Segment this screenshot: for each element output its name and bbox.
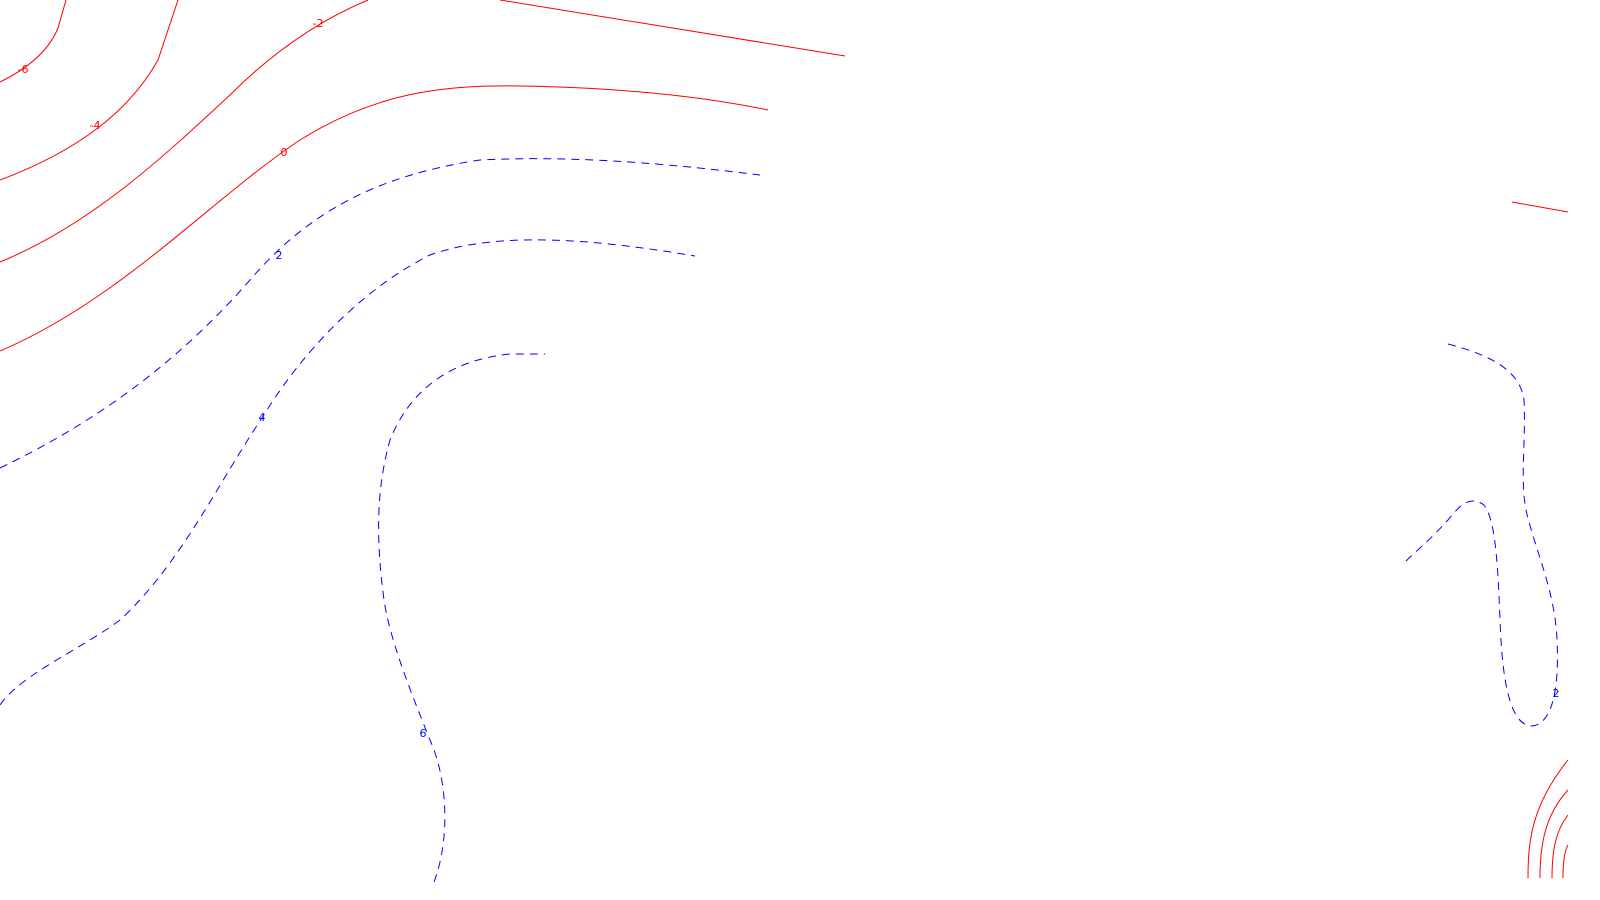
contour-line-neg6: [0, 0, 67, 83]
negative-contours: [0, 0, 1569, 879]
contour-line-neg2-segment: [499, 0, 846, 57]
contour-line-pos6: [378, 353, 545, 883]
contour-label-pos4: 4: [259, 411, 266, 424]
positive-contours: [0, 158, 1558, 883]
contour-line-right-edge: [1511, 201, 1569, 213]
contour-line-pos2: [0, 158, 761, 469]
contour-line-neg4: [0, 0, 179, 181]
contour-label-neg2: -2: [313, 17, 324, 30]
contour-label-pos6: 6: [420, 727, 427, 740]
contour-line-corner-b: [1539, 789, 1569, 879]
contour-label-neg4: -4: [90, 119, 101, 132]
contour-line-corner-d: [1562, 844, 1569, 879]
contour-label-pos2: 2: [276, 249, 283, 262]
contour-label-pos2-right: 2: [1553, 687, 1560, 700]
contour-line-neg2: [0, 0, 369, 263]
contour-label-zero: 0: [281, 146, 288, 159]
contour-label-neg6: -6: [18, 63, 29, 76]
contour-labels: -6 -4 -2 0 2 4 6 2: [18, 17, 1560, 740]
contour-line-corner-a: [1527, 759, 1569, 879]
contour-line-zero: [0, 85, 769, 352]
contour-line-corner-c: [1551, 814, 1569, 879]
contour-line-pos4: [0, 239, 696, 706]
contour-line-pos2-right: [1404, 343, 1558, 727]
